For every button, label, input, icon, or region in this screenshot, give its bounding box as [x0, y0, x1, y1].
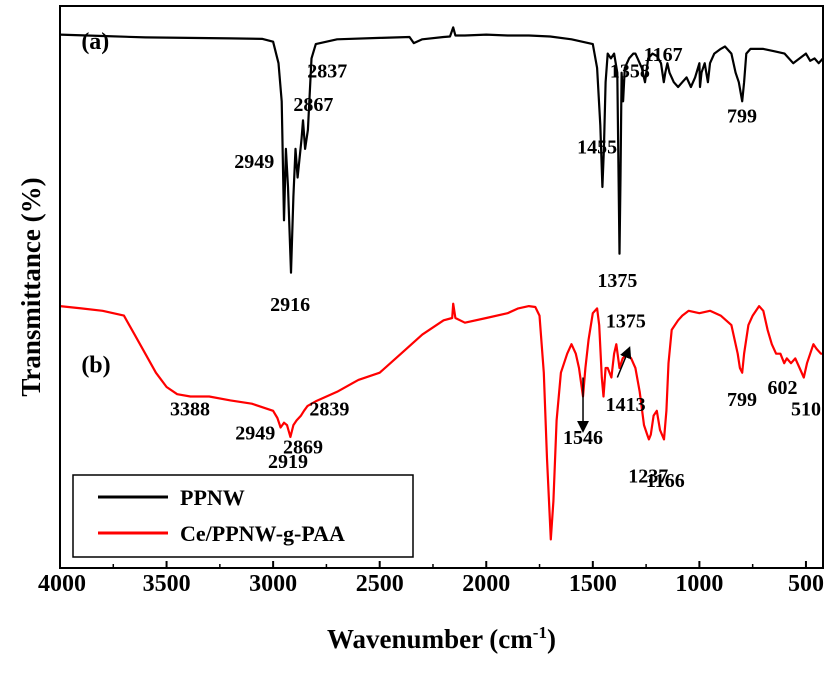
- peak-label: 2837: [307, 60, 347, 82]
- panel-label-layer: (a) (b): [81, 29, 110, 379]
- peak-arrow: [616, 346, 632, 378]
- x-tick-label: 2500: [356, 571, 404, 597]
- peak-label: 1358: [610, 60, 650, 82]
- peak-label: 1455: [577, 137, 617, 159]
- plot-frame: [59, 5, 824, 569]
- peak-label: 2867: [293, 94, 333, 116]
- y-axis-title: Transmittance (%): [16, 177, 46, 396]
- peak-label: 1413: [606, 394, 646, 416]
- peak-label: 1375: [597, 270, 637, 292]
- x-tick-layer: 4000 3500 3000 2500 2000 1500 1000 500: [38, 561, 824, 597]
- panel-label: (a): [81, 29, 109, 55]
- peak-label: 799: [727, 389, 757, 411]
- legend: PPNW Ce/PPNW-g-PAA: [72, 474, 414, 558]
- peak-label: 2949: [234, 151, 274, 173]
- peak-label: 2839: [309, 399, 349, 421]
- x-tick-label: 2000: [462, 571, 510, 597]
- peak-label: 3388: [170, 399, 210, 421]
- annotation-layer: 2949 2916 2867 2837 1455 1358 1375 1167 799 3388 2…: [170, 44, 821, 492]
- series-layer: [59, 26, 824, 541]
- peak-label: 1166: [646, 470, 685, 492]
- x-tick-label: 3000: [249, 571, 297, 597]
- series-line-0: [59, 26, 824, 274]
- peak-label: 2919: [268, 451, 308, 473]
- peak-label: 2916: [270, 294, 310, 316]
- x-tick-label: 1500: [569, 571, 617, 597]
- peak-label: 602: [768, 377, 798, 399]
- legend-box: [72, 474, 414, 558]
- series-line-1: [59, 302, 823, 541]
- legend-label-ce-ppnw-g-paa: Ce/PPNW-g-PAA: [180, 521, 345, 546]
- peak-label: 1167: [644, 44, 683, 66]
- peak-label: 510: [791, 399, 821, 421]
- legend-label-ppnw: PPNW: [180, 485, 245, 510]
- peak-label: 2949: [235, 422, 275, 444]
- x-axis-title: Wavenumber (cm-1): [327, 623, 556, 654]
- panel-label: (b): [81, 353, 110, 379]
- x-tick-label: 1000: [675, 571, 723, 597]
- x-tick-label: 3500: [143, 571, 191, 597]
- x-tick-label: 500: [788, 571, 824, 597]
- peak-label: 799: [727, 106, 757, 128]
- x-tick-label: 4000: [38, 571, 86, 597]
- peak-label: 1375: [606, 310, 646, 332]
- peak-label: 2869: [283, 437, 323, 459]
- peak-label: 1237: [628, 465, 668, 487]
- peak-label: 1546: [563, 427, 603, 449]
